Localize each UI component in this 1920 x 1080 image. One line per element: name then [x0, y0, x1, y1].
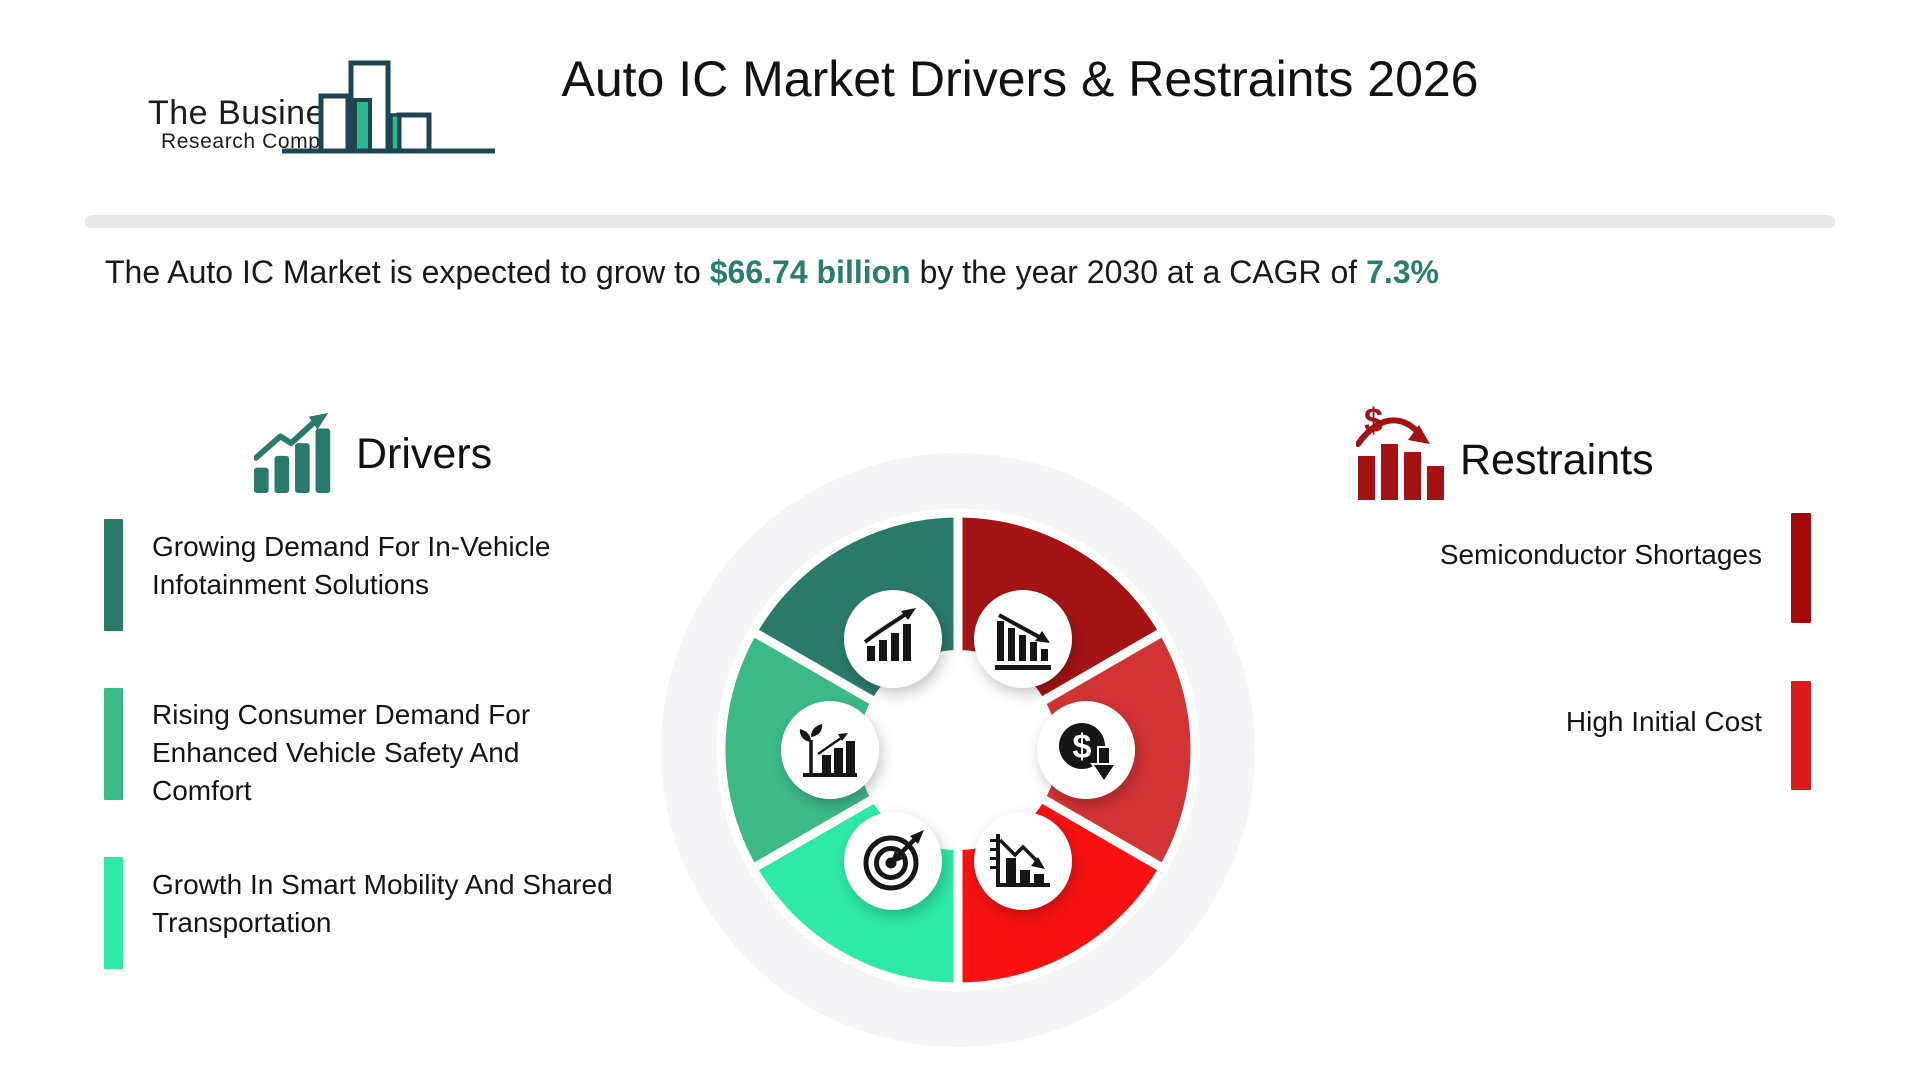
chart-decline-icon — [974, 812, 1072, 910]
dollar-decrease-icon: $ — [1037, 701, 1135, 799]
restraint-item-label: High Initial Cost — [1565, 706, 1762, 737]
page-title: Auto IC Market Drivers & Restraints 2026 — [561, 51, 1479, 107]
plant-growth-icon — [781, 701, 879, 799]
cagr-value: 7.3% — [1366, 254, 1439, 290]
svg-text:$: $ — [1073, 728, 1092, 766]
drivers-restraints-wheel: $ — [661, 453, 1255, 1047]
restraint-item-bar — [1791, 513, 1811, 623]
growth-chart-icon — [844, 590, 942, 688]
market-summary: The Auto IC Market is expected to grow t… — [105, 254, 1439, 291]
market-size-value: $66.74 billion — [709, 254, 911, 290]
drivers-growth-icon — [254, 412, 331, 494]
restraint-item-label: Semiconductor Shortages — [1439, 539, 1762, 570]
restraint-item-bar — [1791, 681, 1811, 790]
summary-prefix: The Auto IC Market is expected to grow t… — [105, 254, 710, 290]
drivers-heading: Drivers — [356, 430, 493, 478]
driver-item-bar — [104, 688, 123, 800]
restraints-heading: Restraints — [1460, 436, 1654, 484]
driver-item-bar — [104, 519, 123, 631]
declining-bars-icon — [974, 590, 1072, 688]
driver-item-label: Growing Demand For In-Vehicle Infotainme… — [152, 531, 551, 600]
brand-name-line2: Research Company — [161, 130, 357, 153]
driver-item-label: Rising Consumer Demand For Enhanced Vehi… — [152, 699, 531, 806]
restraints-decline-icon: $ — [1356, 404, 1444, 500]
summary-middle: by the year 2030 at a CAGR of — [910, 254, 1367, 290]
driver-item-bar — [104, 857, 123, 969]
target-icon — [844, 812, 942, 910]
brand-logo-skyline-icon — [282, 60, 495, 154]
divider-rule — [85, 215, 1835, 228]
driver-item-label: Growth In Smart Mobility And Shared Tran… — [152, 869, 613, 938]
wheel-center-hole — [858, 650, 1058, 850]
